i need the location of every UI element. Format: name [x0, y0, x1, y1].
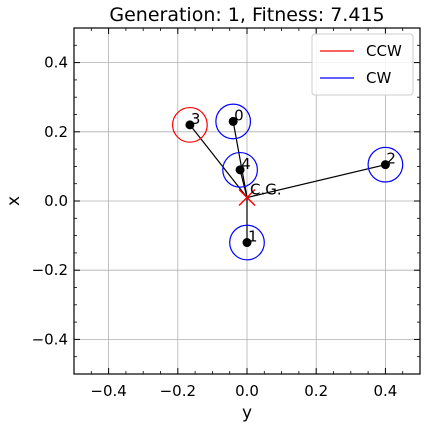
y-axis-label: x: [4, 196, 24, 206]
chart-title: Generation: 1, Fitness: 7.415: [109, 4, 384, 26]
rotor-point: [185, 120, 195, 130]
rotor-arm: [189, 124, 248, 198]
rotors: 0 1 2 3 4: [172, 103, 404, 261]
legend-cw-label: CW: [366, 69, 391, 87]
y-tick-label: 0.2: [44, 123, 68, 141]
rotor-circle: [222, 151, 258, 188]
x-tick-label: −0.2: [160, 382, 196, 400]
rotor-point: [235, 165, 245, 175]
y-tick-label: −0.4: [32, 330, 68, 348]
rotor-label: 2: [386, 150, 396, 168]
rotor-arm: [246, 164, 386, 199]
y-tick-label: −0.2: [32, 261, 68, 279]
y-tick-label: 0.0: [44, 192, 68, 210]
cg-marker: C.G.: [238, 181, 282, 207]
x-axis-label: y: [242, 403, 252, 423]
rotor-label: 4: [241, 155, 251, 173]
cg-label: C.G.: [250, 181, 282, 199]
y-tick-label: 0.4: [44, 54, 68, 72]
rotor-circle: [367, 146, 404, 183]
rotor-label: 1: [248, 228, 258, 246]
legend-box: [311, 33, 414, 96]
rotor-point: [380, 160, 390, 170]
rotor-point: [242, 238, 252, 248]
tick-labels: −0.4 −0.2 0.0 0.2 0.4 −0.4 −0.2 0.0 0.2 0.4: [32, 54, 398, 400]
rotor-label: 0: [234, 106, 244, 124]
rotor-circle: [229, 224, 265, 261]
legend: CCW CW: [311, 33, 414, 96]
x-tick-label: −0.4: [90, 382, 126, 400]
rotor-circle: [215, 103, 252, 140]
legend-ccw-label: CCW: [366, 42, 402, 60]
x-tick-label: 0.0: [235, 382, 259, 400]
arms: [189, 121, 386, 243]
rotor-arm: [232, 121, 248, 198]
rotor-point: [228, 116, 238, 126]
rotor-label: 3: [191, 110, 201, 128]
rotor-arm: [239, 169, 248, 198]
cg-cross-b: [238, 189, 256, 207]
ticks: [73, 27, 421, 375]
rotor-circle: [172, 106, 208, 143]
x-tick-label: 0.2: [304, 382, 328, 400]
x-tick-label: 0.4: [373, 382, 397, 400]
